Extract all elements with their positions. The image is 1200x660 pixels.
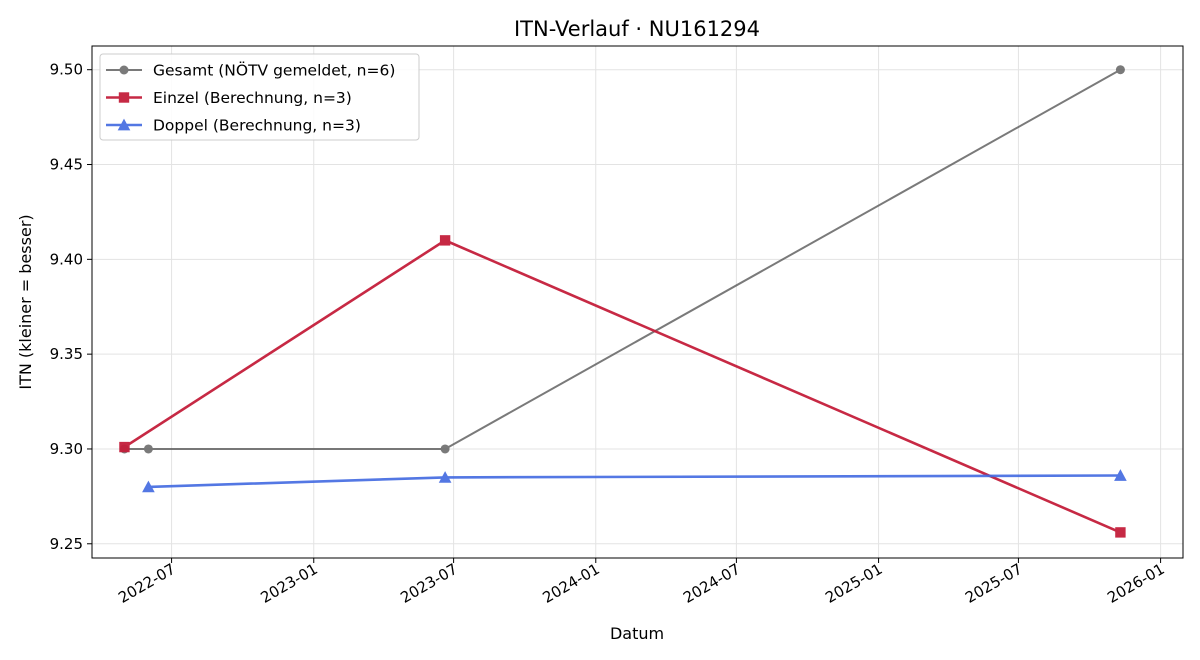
legend-label: Doppel (Berechnung, n=3) [153,117,361,135]
legend: Gesamt (NÖTV gemeldet, n=6) Einzel (Berec… [99,53,420,141]
data-point [438,471,452,483]
data-point [142,480,155,493]
y-tick-label: 9.35 [50,345,83,363]
legend-box [99,53,420,141]
legend-entry [106,118,142,131]
legend-marker [117,118,131,131]
legend-entry [106,92,142,103]
series-layer [119,65,1127,538]
legend-entry [106,65,142,75]
legend-label: Gesamt (NÖTV gemeldet, n=6) [153,61,395,80]
series-2 [119,235,1126,538]
legend-marker [118,92,130,103]
series-3 [142,469,1127,493]
y-tick-label: 9.50 [50,61,83,79]
y-tick-label: 9.30 [50,440,83,458]
plot-frame [91,45,1184,559]
data-point [439,235,451,246]
data-point [440,444,450,454]
y-tick-label: 9.25 [50,535,83,553]
data-point [1115,65,1125,75]
x-axis-label: Datum [610,624,664,643]
legend-label: Einzel (Berechnung, n=3) [153,89,352,107]
series-line [124,68,1121,450]
chart-title: ITN-Verlauf · NU161294 [514,17,760,41]
y-axis-label: ITN (kleiner = besser) [16,214,35,389]
legend-marker [119,65,129,75]
y-tick-label: 9.45 [50,156,83,174]
y-tick-label: 9.40 [50,250,83,268]
data-point [119,441,130,453]
data-point [1115,527,1126,538]
data-point [1114,469,1127,481]
data-point [143,444,153,454]
